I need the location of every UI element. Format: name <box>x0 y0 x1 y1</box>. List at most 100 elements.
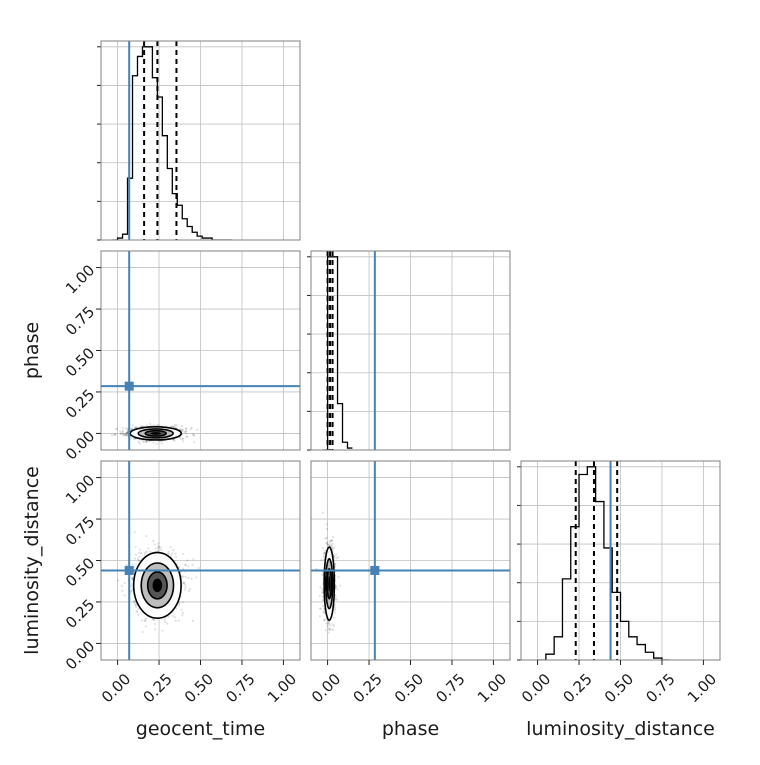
density-contour-3 <box>328 576 331 592</box>
sample-point <box>322 618 326 622</box>
sample-point <box>322 551 326 555</box>
sample-point <box>181 437 184 440</box>
sample-point <box>184 586 187 589</box>
sample-point <box>191 619 195 622</box>
sample-point <box>138 442 142 445</box>
sample-point <box>196 428 199 432</box>
sample-point <box>318 594 321 597</box>
sample-point <box>328 628 331 632</box>
sample-point <box>326 543 329 546</box>
sample-point <box>167 615 170 618</box>
x-axis-label-luminosity_distance: luminosity_distance <box>526 718 715 740</box>
sample-point <box>131 588 134 591</box>
sample-point <box>159 546 162 549</box>
sample-point <box>319 585 322 589</box>
sample-point <box>331 628 335 632</box>
sample-point <box>182 440 185 443</box>
sample-point <box>135 610 138 613</box>
x-tick-label: 0.00 <box>98 670 134 706</box>
sample-point <box>175 424 178 427</box>
sample-point <box>133 599 136 603</box>
sample-point <box>174 552 177 555</box>
sample-point <box>134 563 137 566</box>
sample-point <box>327 631 330 634</box>
sample-point <box>157 542 160 545</box>
sample-point <box>141 630 144 634</box>
sample-point <box>183 431 186 434</box>
sample-point <box>192 433 195 437</box>
sample-point <box>140 619 144 622</box>
sample-point <box>151 618 154 621</box>
sample-point <box>113 434 116 437</box>
scatter-body <box>311 461 510 660</box>
histogram-step-phase <box>322 256 353 450</box>
sample-point <box>134 603 137 606</box>
sample-point <box>118 430 122 433</box>
sample-point <box>181 575 185 578</box>
scatter-panel-geocent_time-phase <box>100 250 301 451</box>
sample-point <box>144 551 147 554</box>
sample-point <box>135 426 138 429</box>
sample-point <box>187 576 190 580</box>
sample-point <box>332 535 335 539</box>
sample-point <box>121 429 124 432</box>
sample-point <box>174 556 178 559</box>
histogram-body <box>112 41 233 240</box>
sample-point <box>173 616 177 619</box>
x-tick-label: 0.25 <box>349 670 385 706</box>
histogram-panel-luminosity_distance <box>517 460 721 661</box>
sample-point <box>134 604 137 607</box>
x-tick-label: 0.50 <box>181 670 217 706</box>
y-tick-label: 0.25 <box>62 596 98 632</box>
x-tick-label: 0.25 <box>559 670 595 706</box>
y-tick-label: 1.00 <box>62 261 98 297</box>
sample-point <box>184 427 188 430</box>
scatter-body <box>101 461 300 660</box>
sample-point <box>335 553 338 556</box>
sample-point <box>145 440 148 443</box>
sample-point <box>174 619 177 622</box>
sample-point <box>328 544 331 547</box>
sample-point <box>178 566 181 569</box>
sample-point <box>330 628 333 631</box>
sample-point <box>325 629 328 632</box>
sample-point <box>138 548 141 551</box>
sample-point <box>333 563 337 566</box>
x-axis-label-phase: phase <box>382 718 439 740</box>
sample-point <box>338 584 342 587</box>
sample-point <box>169 425 173 428</box>
sample-point <box>333 608 337 611</box>
sample-point <box>331 547 334 550</box>
x-tick-label: 0.75 <box>432 670 468 706</box>
x-axis-luminosity_distance: 0.00 0.25 0.50 0.75 1.00 luminosity_distance <box>518 660 720 740</box>
sample-point <box>190 577 193 580</box>
sample-point <box>328 621 331 624</box>
histogram-step-luminosity_distance <box>537 466 671 660</box>
histogram-panel-geocent_time <box>97 40 301 241</box>
sample-point <box>327 622 330 625</box>
sample-point <box>121 589 124 593</box>
sample-point <box>330 539 333 542</box>
sample-point <box>177 619 180 622</box>
sample-point <box>182 552 185 555</box>
sample-point <box>183 563 187 567</box>
sample-point <box>130 582 134 586</box>
sample-point <box>144 619 147 622</box>
sample-point <box>182 567 185 570</box>
sample-point <box>193 441 196 444</box>
sample-point <box>184 575 187 579</box>
x-tick-label: 1.00 <box>684 670 720 706</box>
sample-point <box>325 527 329 531</box>
sample-point <box>185 435 188 438</box>
sample-point <box>157 545 160 549</box>
y-tick-label: 0.50 <box>62 554 98 590</box>
sample-point <box>152 618 155 621</box>
y-tick-label: 1.00 <box>62 471 98 507</box>
sample-point <box>145 440 148 443</box>
histogram-panel-phase <box>307 250 511 451</box>
x-axis-phase: 0.00 0.25 0.50 0.75 1.00 phase <box>308 660 510 740</box>
histogram-body <box>322 251 376 450</box>
sample-point <box>332 624 336 627</box>
sample-point <box>318 607 321 610</box>
sample-point <box>325 541 328 544</box>
